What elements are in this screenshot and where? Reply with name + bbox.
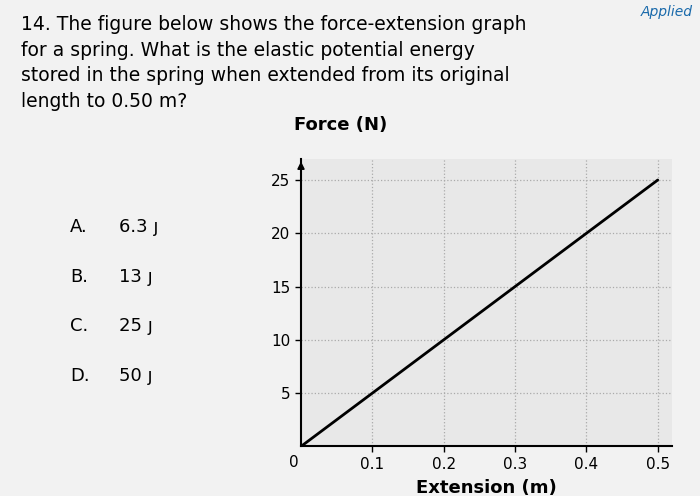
Text: D.: D.: [70, 367, 90, 385]
Text: Applied: Applied: [641, 5, 693, 19]
Text: 6.3 ȷ: 6.3 ȷ: [119, 218, 158, 236]
Text: 0: 0: [289, 455, 299, 470]
Text: C.: C.: [70, 317, 88, 335]
Text: B.: B.: [70, 268, 88, 286]
Text: 25 ȷ: 25 ȷ: [119, 317, 153, 335]
Text: Force (N): Force (N): [294, 116, 387, 134]
Text: A.: A.: [70, 218, 88, 236]
Text: 13 ȷ: 13 ȷ: [119, 268, 153, 286]
Text: 50 ȷ: 50 ȷ: [119, 367, 153, 385]
Text: 14. The figure below shows the force-extension graph
for a spring. What is the e: 14. The figure below shows the force-ext…: [21, 15, 526, 111]
X-axis label: Extension (m): Extension (m): [416, 479, 557, 496]
